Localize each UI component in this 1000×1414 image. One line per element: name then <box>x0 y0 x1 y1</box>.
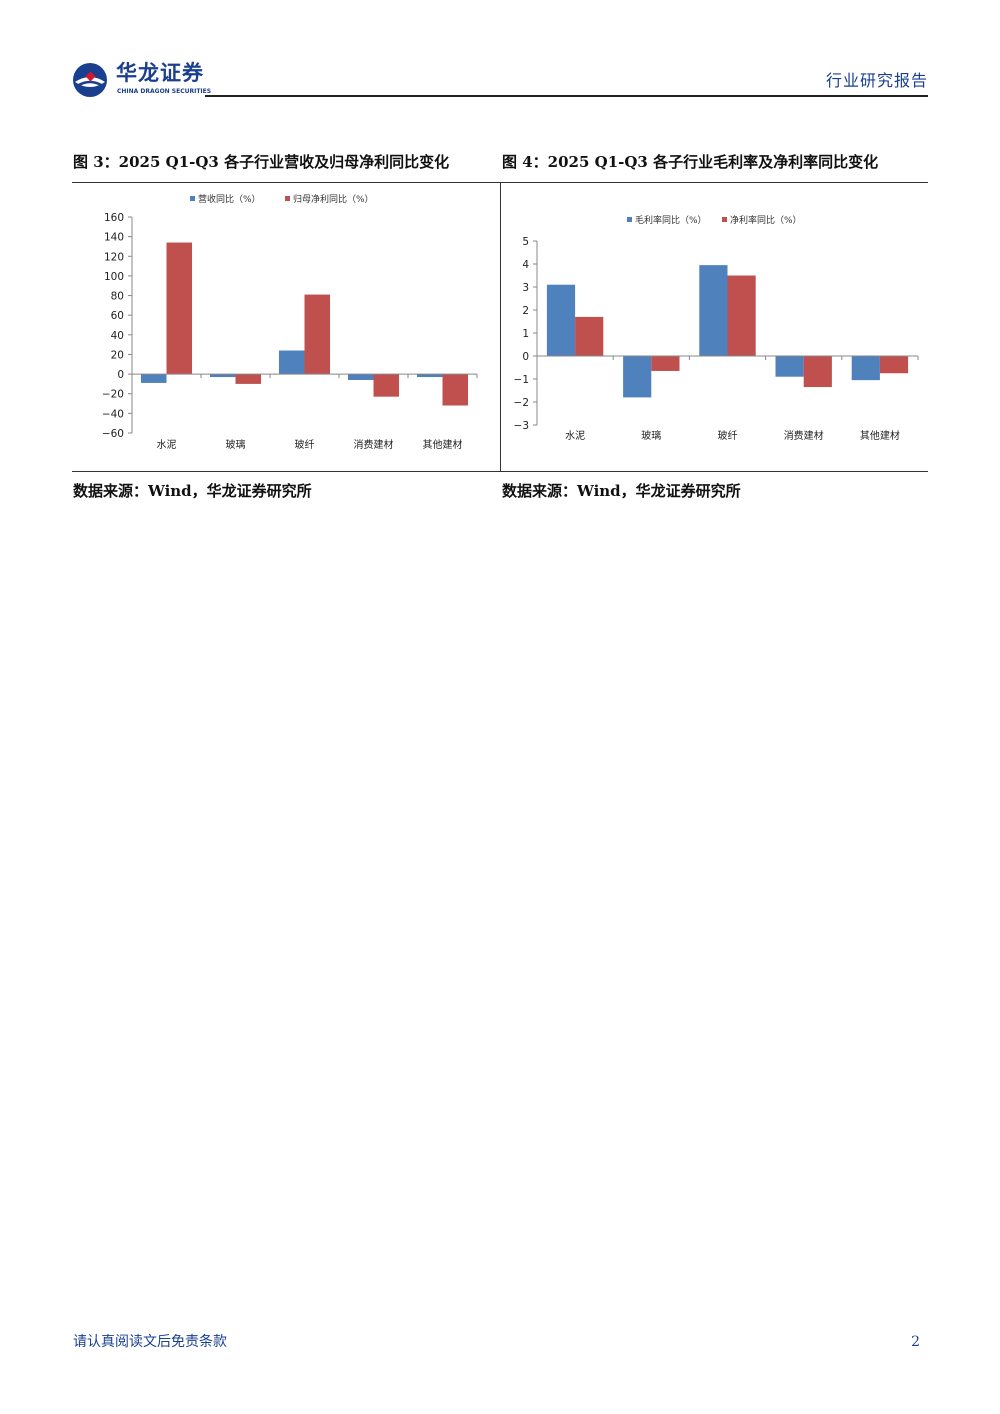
report-type: 行业研究报告 <box>825 71 928 90</box>
y-tick-label: −3 <box>514 420 529 432</box>
header-divider <box>205 95 928 97</box>
chart-revenue-profit-yoy: 160 140 120 100 80 60 40 20 0 −20 −40 −60 营收同比（%） 归母净… <box>102 193 478 451</box>
y-tick-label: 4 <box>522 259 529 271</box>
bar-series-1 <box>416 374 443 378</box>
bar-series-1 <box>623 356 652 398</box>
category-label: 消费建材 <box>784 429 824 442</box>
category-label: 其他建材 <box>860 429 900 442</box>
figure-top-rule <box>72 182 928 183</box>
y-tick-label: 1 <box>522 328 529 340</box>
legend-swatch <box>627 217 632 222</box>
company-logo <box>72 62 108 98</box>
bar-series-1 <box>775 356 804 377</box>
bar-series-1 <box>851 356 880 381</box>
legend-swatch <box>190 196 195 201</box>
y-tick-label: 40 <box>111 330 124 342</box>
y-tick-label: 2 <box>522 305 529 317</box>
figure-bottom-rule <box>72 471 928 472</box>
y-tick-label: −60 <box>102 428 124 440</box>
bar-series-2 <box>235 374 262 384</box>
logo-emblem-icon <box>73 63 107 97</box>
category-label: 其他建材 <box>423 438 463 451</box>
y-tick-label: 3 <box>522 282 529 294</box>
page-number: 2 <box>911 1334 920 1350</box>
y-tick-label: −1 <box>514 374 529 386</box>
y-tick-label: −2 <box>514 397 529 409</box>
category-label: 玻璃 <box>226 438 246 451</box>
disclaimer-link[interactable]: 请认真阅读文后免责条款 <box>73 1334 227 1350</box>
bar-series-2 <box>879 356 909 374</box>
chart-margin-yoy: 5 4 3 2 1 0 −1 −2 −3 毛利率同比（%） 净利率同比（%） 水泥 玻璃 玻纤 消费建材 其他… <box>514 214 919 442</box>
figure-3-title: 图 3：2025 Q1-Q3 各子行业营收及归母净利同比变化 <box>73 153 450 171</box>
y-tick-label: 140 <box>104 232 124 244</box>
legend-swatch <box>285 196 290 201</box>
y-tick-label: 60 <box>111 310 124 322</box>
y-tick-label: −40 <box>102 408 124 420</box>
legend-label: 净利率同比（%） <box>730 214 802 226</box>
bar-series-1 <box>278 350 305 375</box>
y-tick-label: 0 <box>117 369 124 381</box>
y-tick-label: 160 <box>104 212 124 224</box>
bar-series-1 <box>699 265 728 356</box>
logo-text-en: CHINA DRAGON SECURITIES <box>117 88 212 95</box>
bar-series-2 <box>373 374 400 397</box>
legend-label: 毛利率同比（%） <box>635 214 707 226</box>
figure-4-source: 数据来源：Wind，华龙证券研究所 <box>502 482 741 500</box>
category-label: 消费建材 <box>354 438 394 451</box>
legend-label: 归母净利同比（%） <box>293 193 374 205</box>
logo-text-cn: 华龙证券 <box>116 61 204 85</box>
category-label: 玻纤 <box>718 429 738 442</box>
bar-series-2 <box>442 374 469 406</box>
bar-series-1 <box>546 284 576 356</box>
y-tick-label: 0 <box>522 351 529 363</box>
legend-swatch <box>722 217 727 222</box>
category-label: 水泥 <box>157 438 177 451</box>
bar-series-2 <box>727 275 756 356</box>
y-tick-label: 5 <box>522 236 529 248</box>
y-tick-label: 100 <box>104 271 124 283</box>
bar-series-1 <box>140 374 167 383</box>
legend-label: 营收同比（%） <box>198 193 261 205</box>
figure-3-source: 数据来源：Wind，华龙证券研究所 <box>73 482 312 500</box>
figure-4-title: 图 4：2025 Q1-Q3 各子行业毛利率及净利率同比变化 <box>502 153 879 171</box>
y-tick-label: −20 <box>102 389 124 401</box>
bar-series-2 <box>651 356 680 371</box>
figure-divider <box>500 183 501 471</box>
bar-series-2 <box>304 294 331 375</box>
category-label: 玻纤 <box>295 438 315 451</box>
bar-series-1 <box>209 374 236 378</box>
bar-series-2 <box>575 316 604 356</box>
y-tick-label: 20 <box>111 349 124 361</box>
bar-series-1 <box>347 374 374 380</box>
category-label: 玻璃 <box>641 429 661 442</box>
y-tick-label: 80 <box>111 291 124 303</box>
y-tick-label: 120 <box>104 251 124 263</box>
category-label: 水泥 <box>565 429 585 442</box>
bar-series-2 <box>803 356 832 388</box>
bar-series-2 <box>166 242 193 375</box>
